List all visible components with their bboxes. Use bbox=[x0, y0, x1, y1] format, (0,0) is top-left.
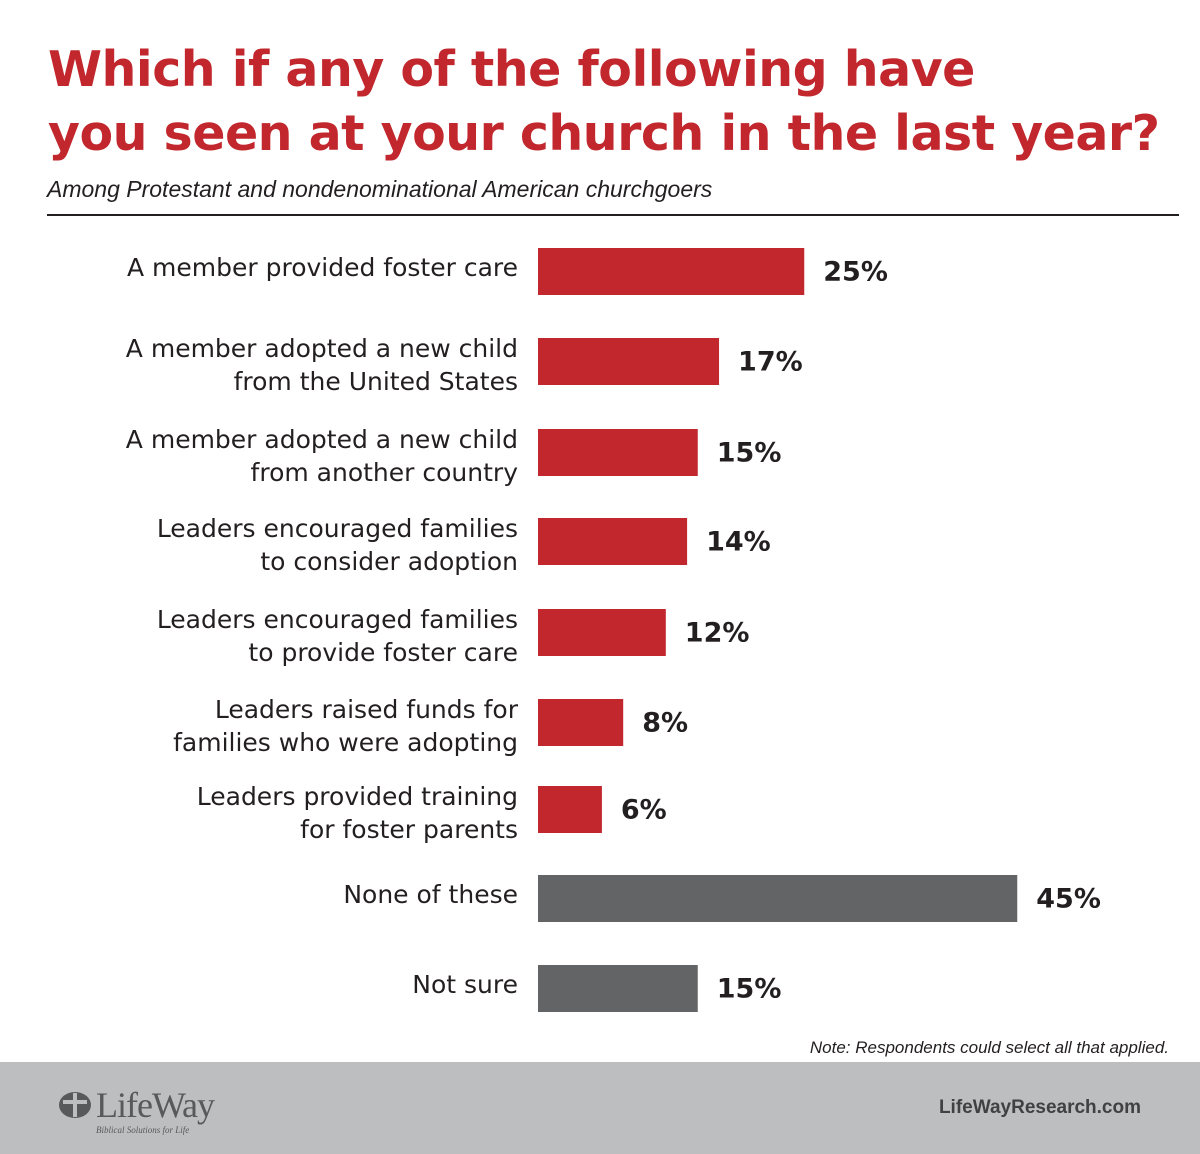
bar bbox=[538, 875, 1018, 922]
value-label: 8% bbox=[642, 708, 688, 739]
website-url: LifeWayResearch.com bbox=[938, 1097, 1141, 1118]
title-line-1: Which if any of the following have bbox=[48, 41, 975, 98]
category-label-line: from the United States bbox=[234, 367, 518, 396]
value-label: 25% bbox=[823, 257, 888, 288]
category-label-line: to provide foster care bbox=[248, 638, 518, 667]
lifeway-logo-mark-icon bbox=[59, 1092, 91, 1118]
category-label-line: A member adopted a new child bbox=[126, 334, 518, 363]
bar bbox=[538, 609, 666, 656]
title-divider bbox=[47, 214, 1179, 216]
logo-tagline: Biblical Solutions for Life bbox=[96, 1125, 190, 1135]
value-label: 6% bbox=[621, 795, 667, 826]
bar bbox=[538, 338, 720, 385]
category-label: None of these bbox=[343, 880, 518, 909]
lifeway-logo: LifeWay Biblical Solutions for Life bbox=[58, 1085, 228, 1138]
category-label-line: Leaders encouraged families bbox=[157, 605, 518, 634]
chart-subtitle: Among Protestant and nondenominational A… bbox=[47, 176, 713, 202]
value-label: 45% bbox=[1036, 884, 1101, 915]
bar-chart: A member provided foster care 25% A member… bbox=[126, 248, 1101, 1012]
category-label-line: Leaders provided training bbox=[197, 782, 518, 811]
category-label: Leaders encouraged families to provide fo… bbox=[157, 605, 518, 667]
category-label: A member provided foster care bbox=[127, 253, 518, 282]
category-label-line: Not sure bbox=[412, 970, 518, 999]
bar bbox=[538, 965, 698, 1012]
bar bbox=[538, 699, 624, 746]
value-label: 15% bbox=[717, 438, 782, 469]
bar bbox=[538, 248, 805, 295]
logo-wordmark: LifeWay bbox=[96, 1085, 215, 1125]
category-label-line: families who were adopting bbox=[173, 728, 518, 757]
bar bbox=[538, 786, 602, 833]
category-label: Leaders provided training for foster pare… bbox=[197, 782, 518, 844]
category-label: Leaders raised funds for families who wer… bbox=[173, 695, 519, 757]
value-label: 17% bbox=[738, 347, 803, 378]
title-line-2: you seen at your church in the last year… bbox=[48, 105, 1160, 162]
footer-bar: LifeWay Biblical Solutions for Life Life… bbox=[0, 1062, 1200, 1154]
category-label-line: A member adopted a new child bbox=[126, 425, 518, 454]
category-label-line: for foster parents bbox=[300, 815, 518, 844]
category-label-line: Leaders encouraged families bbox=[157, 514, 518, 543]
bar bbox=[538, 518, 688, 565]
category-label-line: Leaders raised funds for bbox=[215, 695, 519, 724]
category-label-line: None of these bbox=[343, 880, 518, 909]
value-label: 15% bbox=[717, 974, 782, 1005]
category-label: A member adopted a new child from the Uni… bbox=[126, 334, 518, 396]
chart-title: Which if any of the following have you s… bbox=[48, 38, 1178, 166]
category-label: Leaders encouraged families to consider a… bbox=[157, 514, 518, 576]
category-label-line: A member provided foster care bbox=[127, 253, 518, 282]
category-label-line: from another country bbox=[251, 458, 519, 487]
footnote: Note: Respondents could select all that … bbox=[809, 1038, 1169, 1057]
category-label: A member adopted a new child from another… bbox=[126, 425, 518, 487]
value-label: 14% bbox=[706, 527, 771, 558]
value-label: 12% bbox=[685, 618, 750, 649]
category-label: Not sure bbox=[412, 970, 518, 999]
bar bbox=[538, 429, 698, 476]
category-label-line: to consider adoption bbox=[260, 547, 518, 576]
